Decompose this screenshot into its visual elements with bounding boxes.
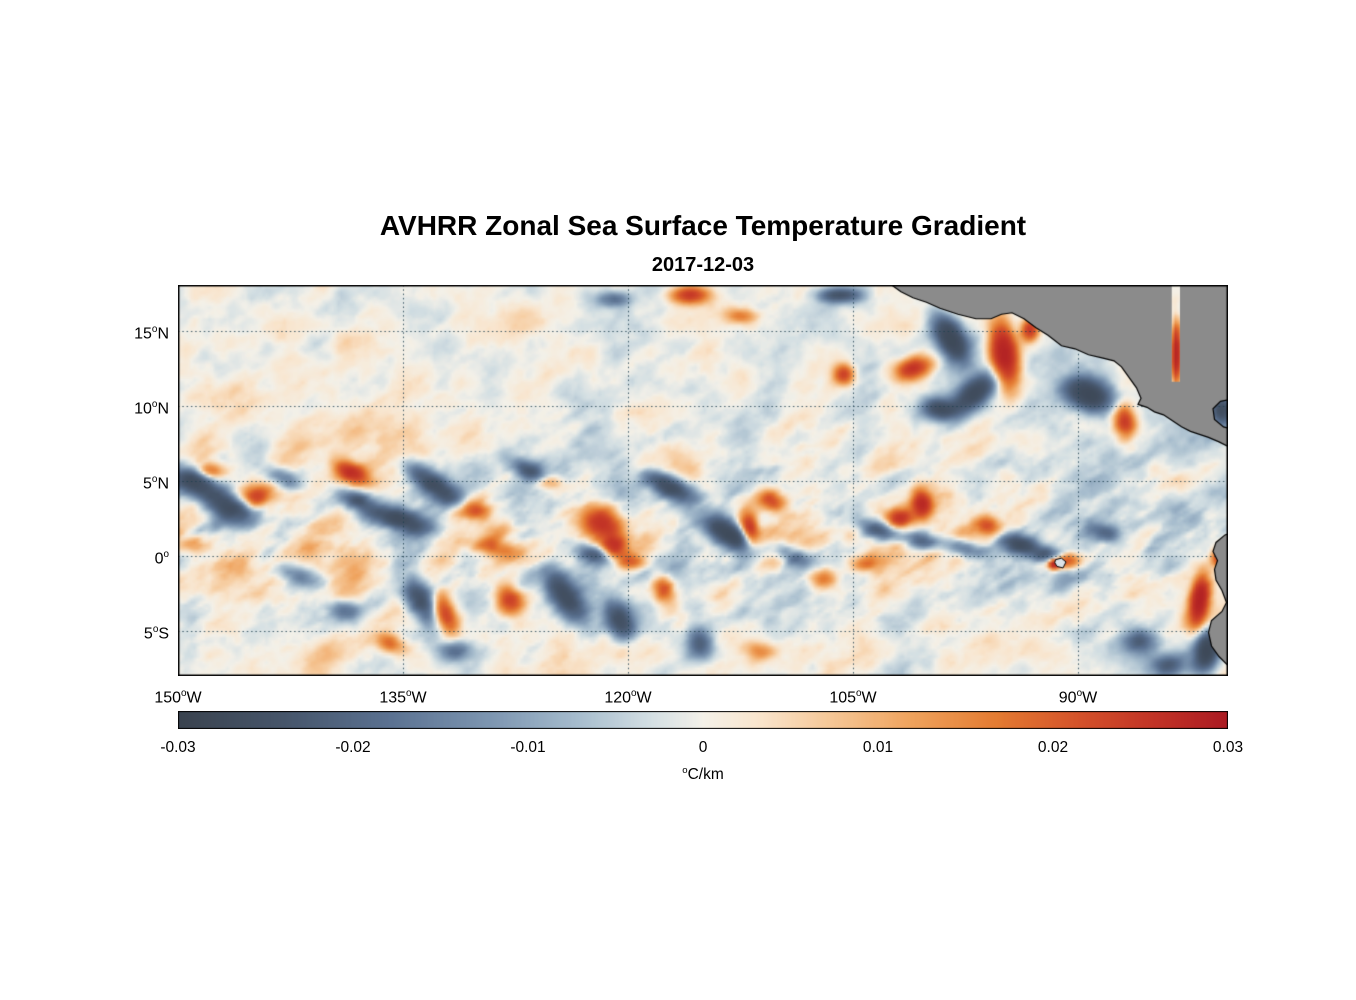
colorbar-tick-label: -0.03 [160,739,196,756]
x-tick-label: 90oW [1058,688,1098,707]
x-tick-label: 135oW [379,688,427,707]
colorbar-tick-label: 0.01 [862,739,894,756]
y-tick-label: 10oN [134,398,169,418]
colorbar-tick-label: 0.03 [1212,739,1244,756]
colorbar-canvas [178,711,1228,729]
chart-title: AVHRR Zonal Sea Surface Temperature Grad… [379,210,1027,241]
colorbar-tick-label: 0.02 [1037,739,1069,756]
map-canvas [178,285,1228,676]
x-tick-label: 150oW [154,688,202,707]
colorbar-tick-label: -0.02 [335,739,371,756]
chart-date-subtitle: 2017-12-03 [651,254,755,276]
y-tick-label: 15oN [134,323,169,343]
colorbar-tick-label: 0 [698,739,708,756]
colorbar-units-label: oC/km [682,765,724,784]
colorbar-tick-label: -0.01 [510,739,546,756]
y-tick-label: 5oN [143,473,169,493]
y-tick-label: 0o [154,548,169,568]
y-tick-label: 5oS [143,623,169,643]
x-tick-label: 105oW [829,688,877,707]
x-tick-label: 120oW [604,688,652,707]
